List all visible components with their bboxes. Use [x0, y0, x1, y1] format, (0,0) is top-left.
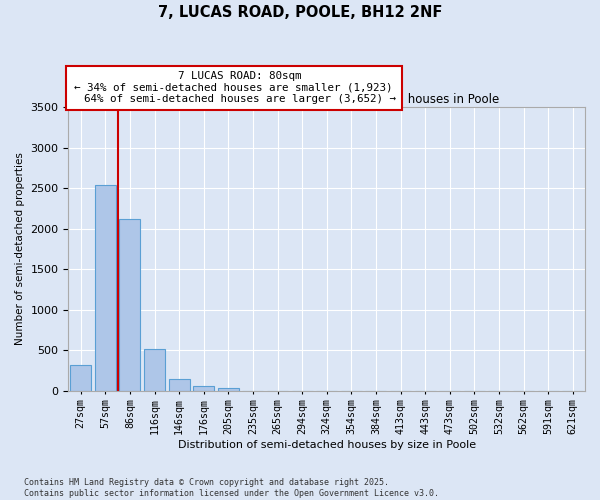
Bar	[119, 219, 140, 391]
Title: Size of property relative to semi-detached houses in Poole: Size of property relative to semi-detach…	[154, 93, 499, 106]
Text: Contains HM Land Registry data © Crown copyright and database right 2025.
Contai: Contains HM Land Registry data © Crown c…	[24, 478, 439, 498]
Bar	[95, 185, 116, 391]
Text: 7, LUCAS ROAD, POOLE, BH12 2NF: 7, LUCAS ROAD, POOLE, BH12 2NF	[158, 5, 442, 20]
Bar	[169, 380, 190, 391]
X-axis label: Distribution of semi-detached houses by size in Poole: Distribution of semi-detached houses by …	[178, 440, 476, 450]
Bar	[144, 348, 165, 391]
Bar	[70, 365, 91, 391]
Bar	[193, 386, 214, 391]
Y-axis label: Number of semi-detached properties: Number of semi-detached properties	[15, 152, 25, 346]
Bar	[218, 388, 239, 391]
Text: 7 LUCAS ROAD: 80sqm
← 34% of semi-detached houses are smaller (1,923)
  64% of s: 7 LUCAS ROAD: 80sqm ← 34% of semi-detach…	[71, 71, 396, 104]
